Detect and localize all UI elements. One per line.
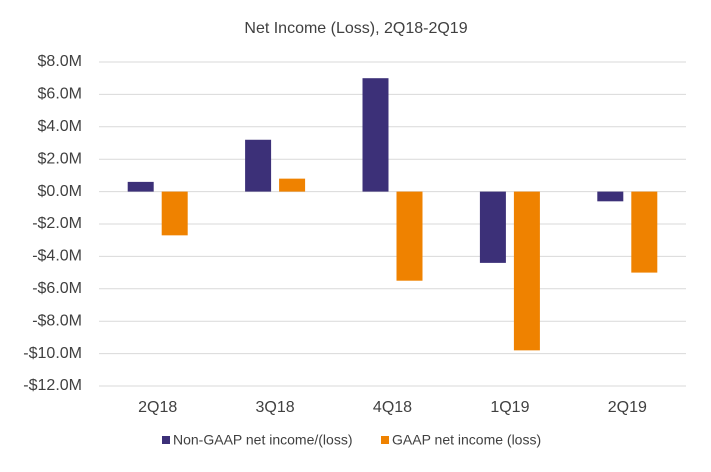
x-tick-label: 3Q18 [256, 399, 295, 416]
x-tick-label: 2Q18 [138, 399, 177, 416]
bar [513, 191, 540, 351]
legend-swatch [381, 436, 389, 444]
y-tick-label: -$2.0M [32, 215, 82, 232]
x-tick-label: 2Q19 [608, 399, 647, 416]
y-tick-label: -$4.0M [32, 248, 82, 265]
y-tick-label: $4.0M [38, 118, 82, 135]
bar [279, 178, 306, 192]
bar [161, 191, 188, 236]
bar [396, 191, 423, 281]
x-tick-label: 1Q19 [490, 399, 529, 416]
legend-swatch [162, 436, 170, 444]
legend-label: GAAP net income (loss) [392, 432, 541, 448]
bar [631, 191, 658, 273]
x-tick-label: 4Q18 [373, 399, 412, 416]
y-tick-label: $2.0M [38, 150, 82, 167]
y-tick-label: -$10.0M [23, 345, 82, 362]
chart-title: Net Income (Loss), 2Q18-2Q19 [244, 20, 467, 37]
y-tick-label: $0.0M [38, 183, 82, 200]
legend-label: Non-GAAP net income/(loss) [173, 432, 352, 448]
y-tick-label: -$6.0M [32, 280, 82, 297]
bar [127, 181, 154, 192]
bar [362, 78, 389, 192]
y-tick-label: -$12.0M [23, 377, 82, 394]
bar [597, 191, 624, 202]
y-tick-label: $6.0M [38, 86, 82, 103]
bar [479, 191, 506, 263]
bar [245, 139, 272, 192]
y-tick-label: $8.0M [38, 53, 82, 70]
y-tick-label: -$8.0M [32, 312, 82, 329]
